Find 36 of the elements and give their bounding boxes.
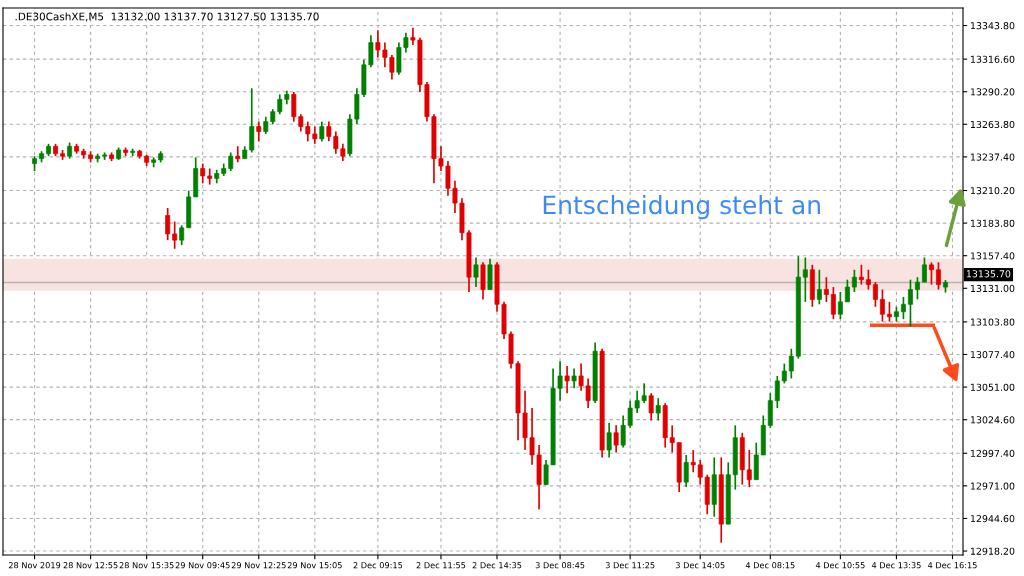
x-tick-label: 2 Dec 11:55 (416, 562, 466, 569)
y-tick-label: 13263.80 (970, 120, 1015, 129)
y-tick-label: 12997.40 (970, 449, 1015, 457)
x-tick-label: 3 Dec 08:45 (535, 562, 585, 569)
y-tick-label: 13051.00 (970, 383, 1015, 391)
y-tick-label: 13343.80 (970, 22, 1015, 30)
y-tick-label: 13157.40 (970, 252, 1015, 260)
x-tick-label: 28 Nov 15:35 (119, 562, 174, 569)
y-tick-label: 13183.80 (970, 219, 1015, 227)
ref-line-label: 13135.70 (966, 270, 1011, 278)
y-tick-label: 12944.60 (970, 515, 1015, 523)
y-tick-label: 12918.20 (970, 547, 1015, 555)
x-tick-label: 4 Dec 10:55 (815, 562, 865, 569)
y-tick-label: 13237.40 (970, 153, 1015, 161)
x-tick-label: 29 Nov 15:05 (287, 562, 342, 569)
x-tick-label: 4 Dec 13:35 (871, 562, 921, 569)
annotation: Entscheidung steht an (543, 195, 820, 220)
y-tick-label: 13290.20 (970, 88, 1015, 96)
x-tick-label: 29 Nov 12:25 (231, 562, 286, 569)
y-tick-label: 13077.40 (970, 351, 1015, 359)
x-tick-label: 4 Dec 16:15 (927, 562, 977, 569)
y-tick-label: 13131.00 (970, 284, 1015, 293)
x-tick-label: 3 Dec 11:25 (605, 562, 655, 569)
y-tick-label: 13316.60 (970, 55, 1015, 63)
y-tick-label: 13103.80 (970, 318, 1015, 326)
y-tick-label: 13210.20 (970, 187, 1015, 195)
x-tick-label: 29 Nov 09:45 (175, 562, 230, 569)
x-tick-label: 2 Dec 09:15 (353, 562, 403, 569)
x-tick-label: 28 Nov 2019 (8, 562, 61, 569)
x-tick-label: 28 Nov 12:55 (63, 562, 118, 569)
y-tick-label: 12971.00 (970, 482, 1015, 490)
x-tick-label: 4 Dec 08:15 (745, 562, 795, 569)
x-tick-label: 3 Dec 14:05 (675, 562, 725, 569)
y-tick-label: 13024.60 (970, 416, 1015, 424)
chart-title: .DE30CashXE,M5 13132.00 13137.70 13127.50 13135.70 (15, 12, 319, 22)
x-tick-label: 2 Dec 14:35 (472, 562, 522, 569)
